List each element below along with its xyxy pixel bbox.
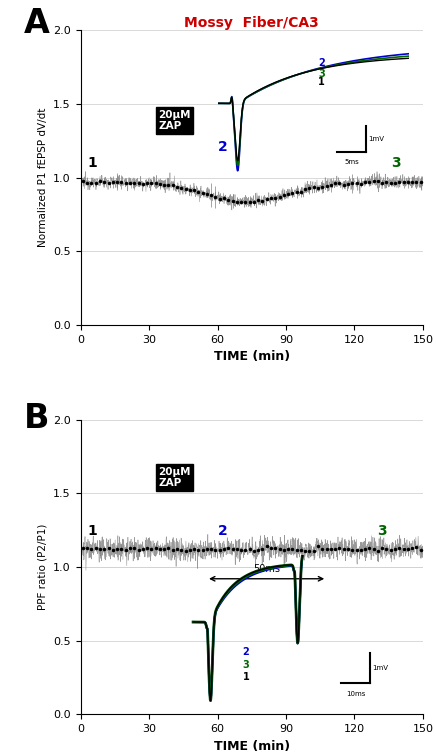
Text: B: B — [24, 402, 50, 435]
Title: Mossy  Fiber/CA3: Mossy Fiber/CA3 — [184, 16, 319, 30]
Text: 20μM
ZAP: 20μM ZAP — [158, 466, 191, 488]
Text: 1: 1 — [88, 156, 97, 170]
Text: 50ms: 50ms — [253, 564, 280, 575]
Text: 2: 2 — [218, 523, 227, 538]
Text: A: A — [24, 7, 50, 39]
Y-axis label: PPF ratio (P2/P1): PPF ratio (P2/P1) — [37, 524, 48, 610]
Text: 2: 2 — [218, 140, 227, 154]
Text: 3: 3 — [391, 156, 401, 170]
Y-axis label: Normalized P1 fEPSP dV/dt: Normalized P1 fEPSP dV/dt — [37, 108, 48, 247]
X-axis label: TIME (min): TIME (min) — [214, 351, 290, 364]
Text: 20μM
ZAP: 20μM ZAP — [158, 110, 191, 132]
X-axis label: TIME (min): TIME (min) — [214, 739, 290, 753]
Text: 1: 1 — [88, 523, 97, 538]
Text: 3: 3 — [377, 523, 387, 538]
